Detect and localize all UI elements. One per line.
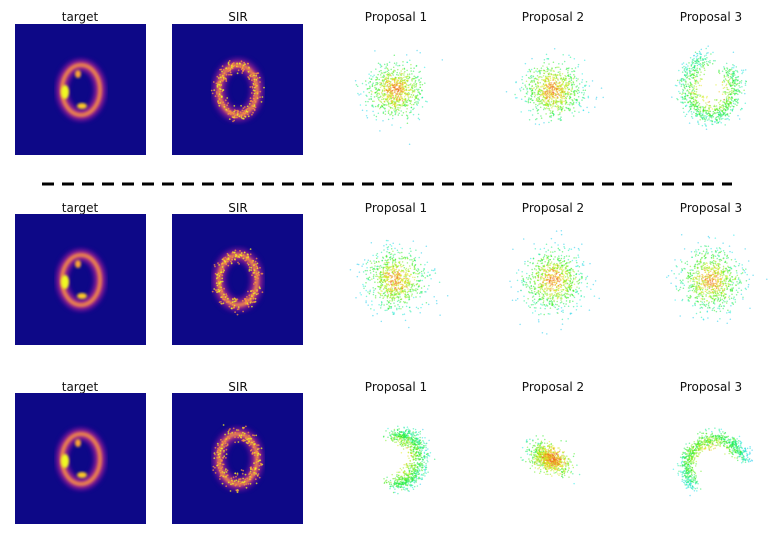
panel-title-proposal-2: Proposal 2 <box>521 201 585 215</box>
panel-title-target: target <box>61 201 99 215</box>
panel-title-proposal-3: Proposal 3 <box>679 10 743 24</box>
proposal-3-scatter <box>645 24 768 155</box>
panel-title-proposal-3: Proposal 3 <box>679 201 743 215</box>
panel-title-target: target <box>61 10 99 24</box>
panel-title-proposal-3: Proposal 3 <box>679 380 743 394</box>
target-density-image <box>15 24 146 155</box>
panel-title-proposal-1: Proposal 1 <box>364 10 428 24</box>
panel-title-sir: SIR <box>228 380 248 394</box>
target-density-image <box>15 393 146 524</box>
proposal-2-scatter <box>487 214 618 345</box>
panel-title-proposal-1: Proposal 1 <box>364 380 428 394</box>
target-density-image <box>15 214 146 345</box>
proposal-3-scatter <box>645 214 768 345</box>
panel-title-proposal-1: Proposal 1 <box>364 201 428 215</box>
sir-density-image <box>172 393 303 524</box>
dashed-divider <box>42 182 732 186</box>
proposal-2-scatter <box>487 393 618 524</box>
sir-density-image <box>172 214 303 345</box>
proposal-2-scatter <box>487 24 618 155</box>
panel-title-proposal-2: Proposal 2 <box>521 10 585 24</box>
proposal-1-scatter <box>330 393 461 524</box>
panel-title-sir: SIR <box>228 10 248 24</box>
proposal-1-scatter <box>330 214 461 345</box>
sir-density-image <box>172 24 303 155</box>
panel-title-proposal-2: Proposal 2 <box>521 380 585 394</box>
panel-title-target: target <box>61 380 99 394</box>
panel-title-sir: SIR <box>228 201 248 215</box>
proposal-3-scatter <box>645 393 768 524</box>
proposal-1-scatter <box>330 24 461 155</box>
